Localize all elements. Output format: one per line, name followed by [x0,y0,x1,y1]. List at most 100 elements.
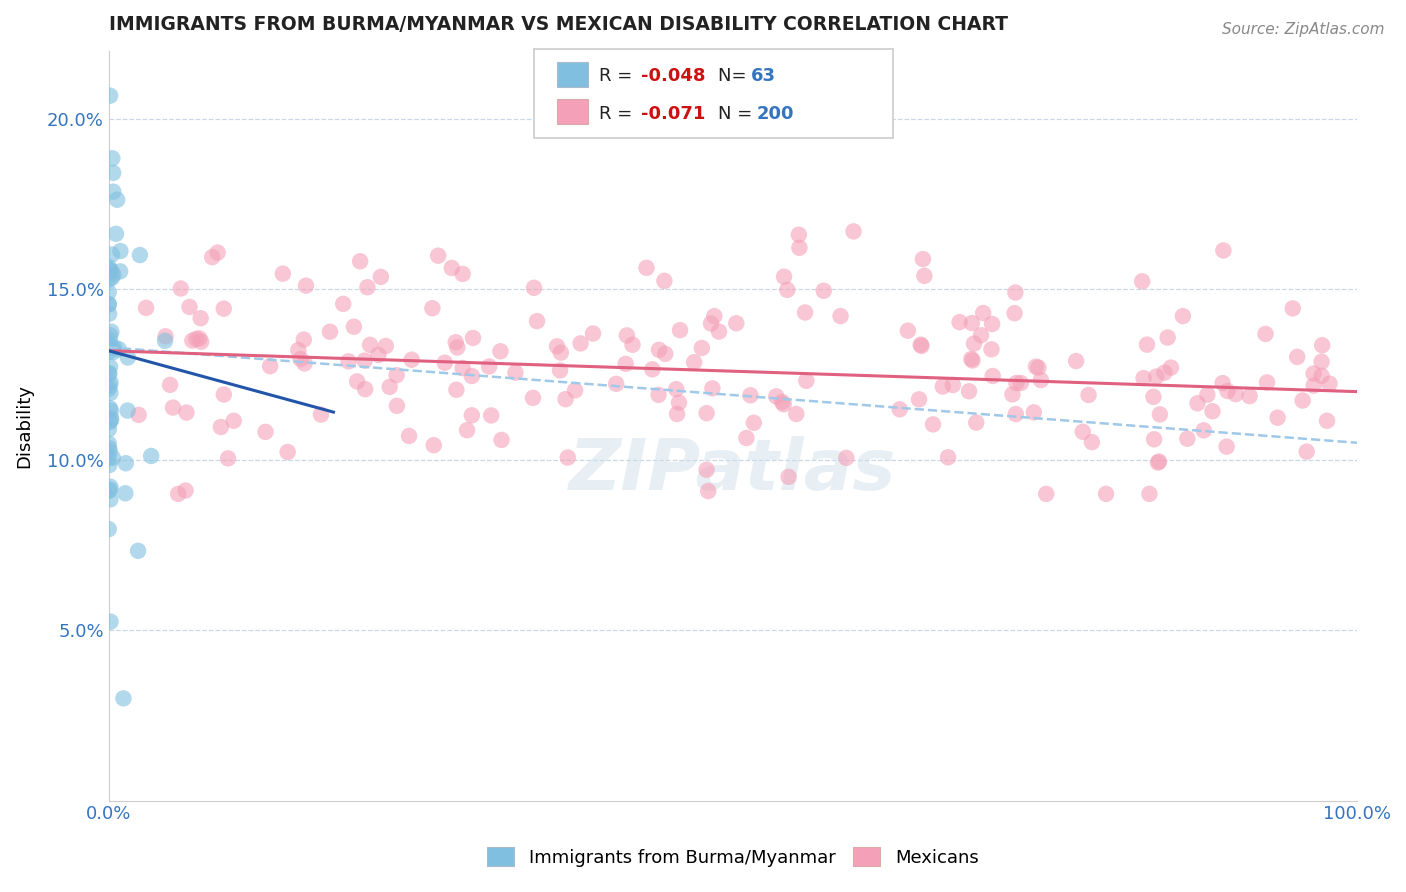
Point [98,88,121,103]
Point [1216,384,1239,398]
Point [569,336,592,351]
Point [897,324,920,338]
Point [222,414,245,428]
Point [374,339,396,353]
Point [557,450,579,465]
Point [910,339,932,353]
Text: Source: ZipAtlas.com: Source: ZipAtlas.com [1222,22,1385,37]
Point [155,329,177,343]
Point [353,353,375,368]
Point [1281,301,1303,316]
Point [1256,376,1278,390]
Point [654,274,676,288]
Point [433,356,456,370]
Point [707,325,730,339]
Point [1212,244,1234,258]
Point [1171,309,1194,323]
Point [1302,378,1324,392]
Point [526,314,548,328]
Point [97,260,120,274]
Point [1001,387,1024,401]
Point [190,311,212,326]
Point [176,406,198,420]
Point [1310,368,1333,383]
Point [972,306,994,320]
Point [1302,367,1324,381]
Point [605,376,627,391]
Point [461,409,484,423]
Point [489,344,512,359]
Point [980,343,1002,357]
Point [491,433,513,447]
Point [1225,387,1247,401]
Point [1147,454,1170,468]
Point [446,341,468,355]
Point [740,388,762,402]
Point [957,384,980,399]
Point [564,384,586,398]
Point [942,378,965,392]
Point [97,339,120,353]
Point [100,615,122,629]
Point [398,429,420,443]
Point [101,270,124,285]
Point [287,343,309,358]
Point [1160,360,1182,375]
Point [1310,338,1333,352]
Point [1137,487,1160,501]
Point [889,402,911,417]
Point [1187,396,1209,410]
Point [103,340,125,354]
Point [337,354,360,368]
Point [186,332,208,346]
Point [1143,432,1166,446]
Point [1004,285,1026,300]
Text: 63: 63 [751,67,776,85]
Point [451,361,474,376]
Point [100,264,122,278]
Point [778,470,800,484]
Point [97,522,120,536]
Point [128,408,150,422]
Point [835,450,858,465]
Point [1132,371,1154,385]
Point [190,334,212,349]
Point [936,450,959,465]
Point [1197,388,1219,402]
Point [478,359,501,374]
Point [290,352,312,367]
Point [1025,359,1047,374]
Point [554,392,576,406]
Point [789,241,811,255]
Point [101,450,124,465]
Point [1004,306,1026,320]
Point [98,444,121,458]
Point [1077,388,1099,402]
Point [908,392,931,407]
Point [97,345,120,359]
Point [97,422,120,436]
Point [1267,410,1289,425]
Point [970,328,993,343]
Point [765,389,787,403]
Point [700,317,723,331]
Point [97,382,120,396]
Point [479,409,502,423]
Point [100,376,122,390]
Point [201,250,224,264]
Point [103,166,125,180]
Point [773,269,796,284]
Point [981,369,1004,384]
Text: N=: N= [718,67,752,85]
Point [98,337,121,351]
Point [725,316,748,330]
Point [98,378,121,392]
Y-axis label: Disability: Disability [15,384,32,467]
Point [101,342,124,356]
Point [616,328,638,343]
Point [319,325,342,339]
Point [446,383,468,397]
Point [114,456,136,470]
Point [794,305,817,319]
Point [101,247,124,261]
